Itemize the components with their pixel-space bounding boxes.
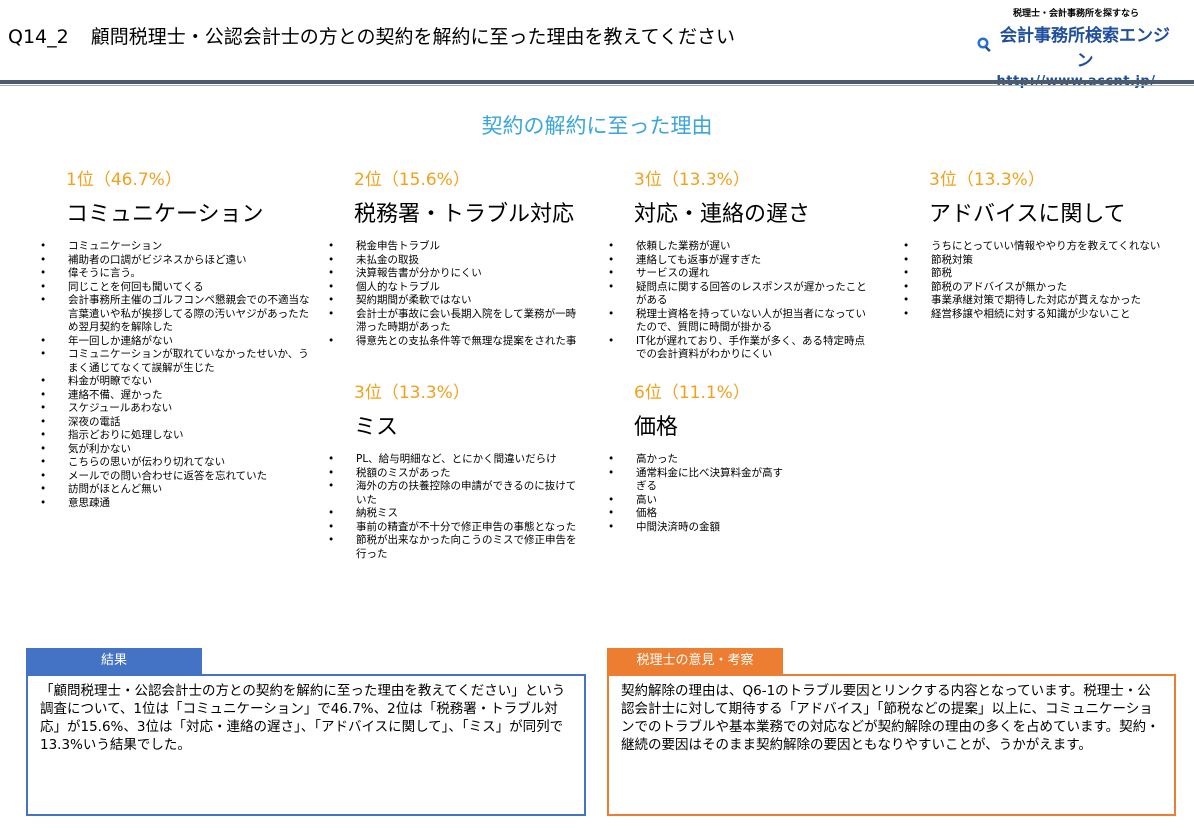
reason-block-1: 1位（46.7%） コミュニケーション コミュニケーション補助者の口調がビジネス… — [40, 165, 310, 510]
reason-rank: 3位（13.3%） — [634, 170, 750, 190]
reason-item: 会計士が事故に会い長期入院をして業務が一時滞った時期があった — [328, 308, 582, 335]
question-id: Q14_2 — [8, 26, 69, 48]
reason-block-6: 6位（11.1%） 価格 高かった通常料金に比べ決算料金が高すぎる高い価格中間決… — [608, 378, 788, 534]
opinion-box: 税理士の意見・考察 契約解除の理由は、Q6-1のトラブル要因とリンクする内容とな… — [607, 648, 1176, 816]
reason-item: 税額のミスがあった — [328, 467, 582, 481]
reason-item: こちらの思いが伝わり切れてない — [40, 456, 310, 470]
reason-item: 訪問がほとんど無い — [40, 483, 310, 497]
reason-item: 節税が出来なかった向こうのミスで修正申告を行った — [328, 534, 582, 561]
section-title: 契約の解約に至った理由 — [481, 114, 713, 138]
reason-list: 高かった通常料金に比べ決算料金が高すぎる高い価格中間決済時の金額 — [608, 453, 788, 534]
opinion-box-label: 税理士の意見・考察 — [607, 648, 783, 674]
reason-category: コミュニケーション — [66, 202, 264, 227]
magnifier-icon — [976, 36, 992, 57]
reason-item: 同じことを何回も聞いてくる — [40, 281, 310, 295]
reason-item: 得意先との支払条件等で無理な提案をされた事 — [328, 335, 582, 349]
reason-item: コミュニケーション — [40, 240, 310, 254]
reason-item: スケジュールあわない — [40, 402, 310, 416]
reason-item: サービスの遅れ — [608, 267, 873, 281]
result-box-text: 「顧問税理士・公認会計士の方との契約を解約に至った理由を教えてください」という調… — [26, 674, 586, 816]
reason-item: 意思疎通 — [40, 497, 310, 511]
reason-item: 契約期間が柔軟ではない — [328, 294, 582, 308]
header-divider-thin — [0, 85, 1194, 86]
reason-item: 偉そうに言う。 — [40, 267, 310, 281]
reason-category: ミス — [354, 415, 399, 440]
question-title: Q14_2 顧問税理士・公認会計士の方との契約を解約に至った理由を教えてください — [8, 22, 735, 49]
reason-item: 税理士資格を持っていない人が担当者になっていたので、質問に時間が掛かる — [608, 308, 873, 335]
reason-rank: 3位（13.3%） — [354, 383, 470, 403]
reason-block-3: 3位（13.3%） 対応・連絡の遅さ 依頼した業務が遅い連絡しても返事が遅すぎた… — [608, 165, 873, 362]
header-divider — [0, 80, 1194, 84]
result-box-label: 結果 — [26, 648, 202, 674]
reason-item: 高い — [608, 494, 788, 508]
reason-item: 節税対策 — [903, 254, 1173, 268]
reason-block-5: 3位（13.3%） ミス PL、給与明細など、とにかく間違いだらけ税額のミスがあ… — [328, 378, 582, 561]
logo-name-row: 会計事務所検索エンジン — [976, 21, 1176, 71]
reason-category: 対応・連絡の遅さ — [634, 202, 811, 227]
reason-list: 税金申告トラブル未払金の取扱決算報告書が分かりにくい個人的なトラブル契約期間が柔… — [328, 240, 582, 348]
question-text: 顧問税理士・公認会計士の方との契約を解約に至った理由を教えてください — [90, 26, 736, 48]
reason-list: 依頼した業務が遅い連絡しても返事が遅すぎたサービスの遅れ疑問点に関する回答のレス… — [608, 240, 873, 362]
reason-item: 個人的なトラブル — [328, 281, 582, 295]
reason-item: 決算報告書が分かりにくい — [328, 267, 582, 281]
reason-item: 連絡しても返事が遅すぎた — [608, 254, 873, 268]
reason-rank: 1位（46.7%） — [66, 170, 182, 190]
reason-item: IT化が遅れており、手作業が多く、ある特定時点での会計資料がわかりにくい — [608, 335, 873, 362]
reason-category: 税務署・トラブル対応 — [354, 202, 575, 227]
reason-item: 節税 — [903, 267, 1173, 281]
site-logo[interactable]: 税理士・会計事務所を探すなら 会計事務所検索エンジン http://www.ac… — [976, 6, 1176, 89]
reason-item: 補助者の口調がビジネスからほど遠い — [40, 254, 310, 268]
reason-item: メールでの問い合わせに返答を忘れていた — [40, 470, 310, 484]
reason-item: 指示どおりに処理しない — [40, 429, 310, 443]
reason-item: 気が利かない — [40, 443, 310, 457]
reason-item: PL、給与明細など、とにかく間違いだらけ — [328, 453, 582, 467]
reason-item: 税金申告トラブル — [328, 240, 582, 254]
reason-item: 料金が明瞭でない — [40, 375, 310, 389]
reason-item: 会計事務所主催のゴルフコンペ懇親会での不適当な言葉遣いや私が挨拶してる際の汚いヤ… — [40, 294, 310, 335]
reason-item: 経営移譲や相続に対する知識が少ないこと — [903, 308, 1173, 322]
reason-item: 通常料金に比べ決算料金が高すぎる — [608, 467, 788, 494]
reason-list: PL、給与明細など、とにかく間違いだらけ税額のミスがあった海外の方の扶養控除の申… — [328, 453, 582, 561]
logo-name: 会計事務所検索エンジン — [1000, 26, 1170, 71]
reason-block-2: 2位（15.6%） 税務署・トラブル対応 税金申告トラブル未払金の取扱決算報告書… — [328, 165, 582, 348]
reason-item: 年一回しか連絡がない — [40, 335, 310, 349]
reason-item: 高かった — [608, 453, 788, 467]
reason-category: アドバイスに関して — [929, 202, 1126, 227]
reason-item: コミュニケーションが取れていなかったせいか、うまく通じてなくて誤解が生じた — [40, 348, 310, 375]
reason-item: 未払金の取扱 — [328, 254, 582, 268]
reason-item: 事前の精査が不十分で修正申告の事態となった — [328, 521, 582, 535]
reason-item: 節税のアドバイスが無かった — [903, 281, 1173, 295]
reason-rank: 6位（11.1%） — [634, 383, 750, 403]
reason-item: 深夜の電話 — [40, 416, 310, 430]
reason-item: 依頼した業務が遅い — [608, 240, 873, 254]
reason-rank: 2位（15.6%） — [354, 170, 470, 190]
reason-item: 中間決済時の金額 — [608, 521, 788, 535]
reason-block-4: 3位（13.3%） アドバイスに関して うちにとっていい情報ややり方を教えてくれ… — [903, 165, 1173, 321]
result-box: 結果 「顧問税理士・公認会計士の方との契約を解約に至った理由を教えてください」と… — [26, 648, 586, 816]
reason-item: 海外の方の扶養控除の申請ができるのに抜けていた — [328, 480, 582, 507]
reason-item: うちにとっていい情報ややり方を教えてくれない — [903, 240, 1173, 254]
logo-tagline: 税理士・会計事務所を探すなら — [1012, 9, 1139, 19]
reason-rank: 3位（13.3%） — [929, 170, 1045, 190]
reason-item: 事業承継対策で期待した対応が貰えなかった — [903, 294, 1173, 308]
reason-item: 価格 — [608, 507, 788, 521]
reason-category: 価格 — [634, 415, 679, 440]
opinion-box-text: 契約解除の理由は、Q6-1のトラブル要因とリンクする内容となっています。税理士・… — [607, 674, 1176, 816]
reason-item: 連絡不備、遅かった — [40, 389, 310, 403]
reason-list: コミュニケーション補助者の口調がビジネスからほど遠い偉そうに言う。同じことを何回… — [40, 240, 310, 510]
reason-item: 納税ミス — [328, 507, 582, 521]
reason-list: うちにとっていい情報ややり方を教えてくれない節税対策節税節税のアドバイスが無かっ… — [903, 240, 1173, 321]
reason-item: 疑問点に関する回答のレスポンスが遅かったことがある — [608, 281, 873, 308]
